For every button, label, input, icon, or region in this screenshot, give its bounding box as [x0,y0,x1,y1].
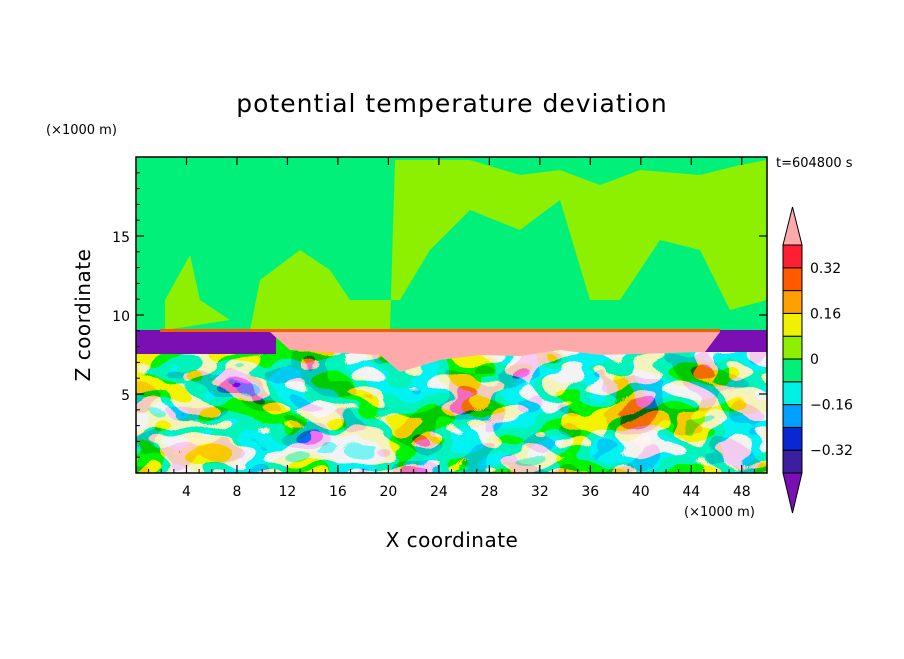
colorbar-label: 0.16 [810,306,841,322]
x-tick-label: 8 [232,484,241,500]
x-tick-label: 32 [531,484,549,500]
x-axis-label: X coordinate [386,528,519,552]
plot-area [136,157,767,473]
x-tick-label: 20 [379,484,397,500]
colorbar-segment [782,381,803,406]
colorbar-bottom-arrow [782,472,803,514]
y-tick-label: 5 [121,388,130,404]
x-tick-label: 12 [279,484,297,500]
colorbar-segment [782,312,803,337]
colorbar-label: 0.32 [810,261,841,277]
colorbar-label: −0.32 [810,443,853,459]
x-tick-label: 48 [733,484,751,500]
colorbar: 0.32 0.16 0 −0.16 −0.32 [782,206,853,514]
chart-title: potential temperature deviation [236,89,667,118]
x-tick-label: 24 [430,484,448,500]
inversion-edge [160,329,720,332]
x-tick-label: 40 [632,484,650,500]
colorbar-top-arrow [782,206,803,246]
x-tick-label: 28 [480,484,498,500]
time-label: t=604800 s [776,156,853,171]
colorbar-segment [782,244,803,269]
x-tick-label: 44 [682,484,700,500]
y-tick-label: 15 [112,230,130,246]
colorbar-segment [782,426,803,451]
y-axis-ticks: 5 10 15 [112,172,767,458]
y-axis-label: Z coordinate [71,249,95,382]
x-tick-label: 16 [329,484,347,500]
y-unit-label: (×1000 m) [46,123,117,138]
colorbar-segment [782,267,803,292]
x-tick-label: 4 [182,484,191,500]
inversion-band-center [270,332,720,372]
colorbar-label: 0 [810,352,819,368]
upper-plume [250,160,767,330]
x-tick-label: 36 [581,484,599,500]
colorbar-segment [782,358,803,383]
y-tick-label: 10 [112,309,130,325]
inversion-band-left [136,330,276,354]
colorbar-segment [782,335,803,360]
colorbar-segment [782,449,803,474]
colorbar-segment [782,290,803,314]
upper-plume-2 [165,255,230,330]
colorbar-label: −0.16 [810,398,853,414]
x-axis-ticks: 4 8 12 16 20 24 28 32 36 40 44 48 [148,157,755,500]
colorbar-segment [782,404,803,428]
x-unit-label: (×1000 m) [684,505,755,520]
